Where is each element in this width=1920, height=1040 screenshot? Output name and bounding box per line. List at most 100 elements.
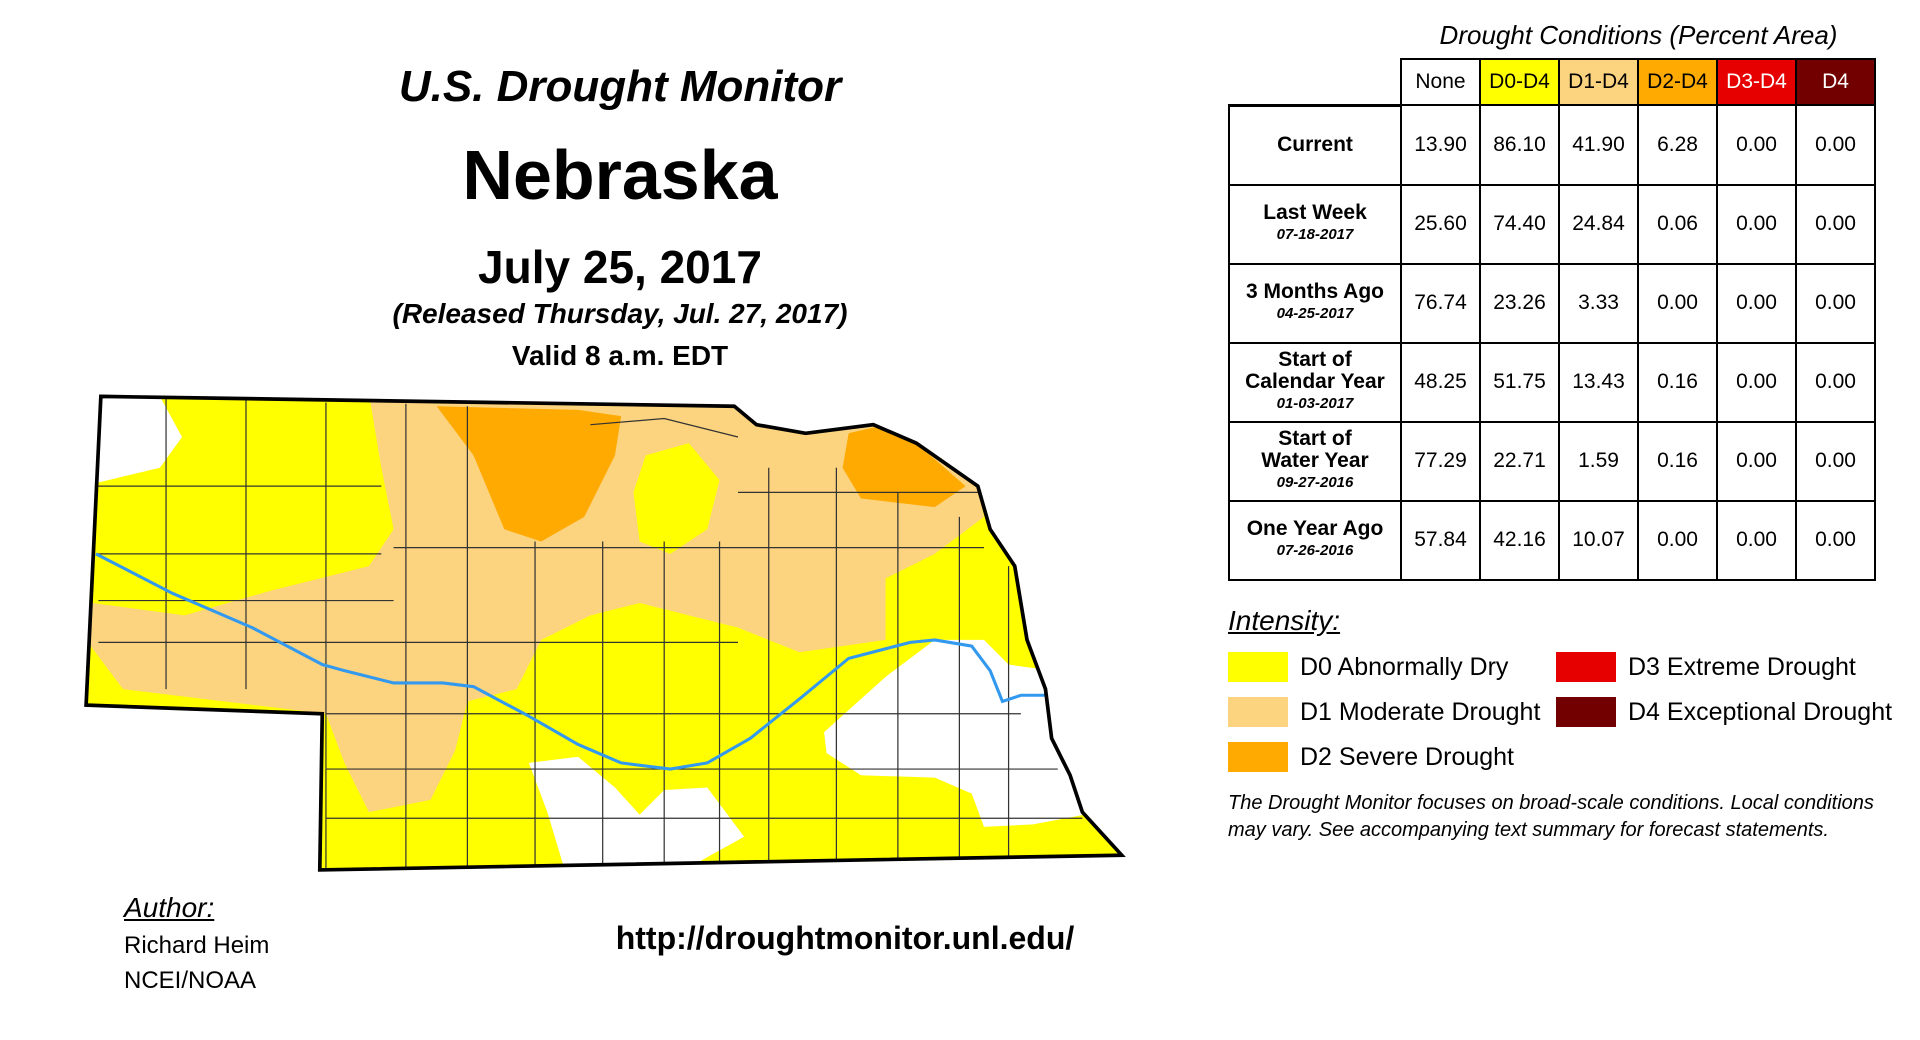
table-cell: 10.07 xyxy=(1558,499,1639,581)
none-region-northwest xyxy=(98,396,183,483)
column-header: None xyxy=(1400,58,1481,106)
d2-region-northeast xyxy=(842,424,966,508)
legend-item-d4: D4 Exceptional Drought xyxy=(1556,697,1892,727)
table-row: One Year Ago 07-26-2016 57.84 42.16 10.07 0.0… xyxy=(1228,499,1876,581)
state-name: Nebraska xyxy=(462,136,778,214)
table-row: Start of Water Year 09-27-2016 77.29 22.71 1.… xyxy=(1228,420,1876,502)
d1-swatch xyxy=(1228,697,1288,727)
d2-swatch xyxy=(1228,742,1288,772)
row-label-text: 3 Months Ago xyxy=(1245,280,1385,303)
table-cell: 13.90 xyxy=(1400,104,1481,186)
legend-label: D3 Extreme Drought xyxy=(1628,652,1856,681)
table-cell: 0.00 xyxy=(1637,499,1718,581)
legend-item-d2: D2 Severe Drought xyxy=(1228,742,1514,772)
column-header: D4 xyxy=(1795,58,1876,106)
row-label: Start of Water Year 09-27-2016 xyxy=(1228,420,1402,502)
map-title: U.S. Drought Monitor xyxy=(398,62,842,111)
row-label: Current xyxy=(1228,104,1402,186)
table-cell: 0.06 xyxy=(1637,183,1718,265)
row-label-text: Start of xyxy=(1278,348,1352,371)
legend-label: D0 Abnormally Dry xyxy=(1300,652,1509,681)
table-cell: 0.00 xyxy=(1716,420,1797,502)
column-header: D3-D4 xyxy=(1716,58,1797,106)
table-cell: 0.00 xyxy=(1716,499,1797,581)
row-date: 07-26-2016 xyxy=(1276,542,1354,559)
table-cell: 3.33 xyxy=(1558,262,1639,344)
author-org: NCEI/NOAA xyxy=(124,967,257,994)
row-label: Start of Calendar Year 01-03-2017 xyxy=(1228,341,1402,423)
author-name: Richard Heim xyxy=(124,932,270,959)
d3-swatch xyxy=(1556,652,1616,682)
row-label-text: Calendar Year xyxy=(1245,370,1385,393)
table-cell: 22.71 xyxy=(1479,420,1560,502)
table-cell: 0.16 xyxy=(1637,341,1718,423)
table-cell: 1.59 xyxy=(1558,420,1639,502)
legend-label: D2 Severe Drought xyxy=(1300,742,1515,771)
table-cell: 0.00 xyxy=(1795,420,1876,502)
table-cell: 74.40 xyxy=(1479,183,1560,265)
table-cell: 13.43 xyxy=(1558,341,1639,423)
column-header: D1-D4 xyxy=(1558,58,1639,106)
map-date: July 25, 2017 xyxy=(478,241,762,293)
table-title: Drought Conditions (Percent Area) xyxy=(1439,20,1838,50)
legend-label: D4 Exceptional Drought xyxy=(1628,697,1893,726)
none-region-southeast xyxy=(824,639,1085,827)
table-cell: 41.90 xyxy=(1558,104,1639,186)
table-cell: 6.28 xyxy=(1637,104,1718,186)
legend-title: Intensity: xyxy=(1228,605,1341,636)
table-cell: 25.60 xyxy=(1400,183,1481,265)
table-cell: 0.00 xyxy=(1716,262,1797,344)
drought-conditions-table: None D0-D4 D1-D4 D2-D4 D3-D4 D4 Current 13.90 86… xyxy=(1228,58,1876,581)
column-header: D0-D4 xyxy=(1479,58,1560,106)
table-row: Start of Calendar Year 01-03-2017 48.25 51.7… xyxy=(1228,341,1876,423)
d0-swatch xyxy=(1228,652,1288,682)
d4-swatch xyxy=(1556,697,1616,727)
website-link[interactable]: http://droughtmonitor.unl.edu/ xyxy=(615,920,1075,956)
table-cell: 23.26 xyxy=(1479,262,1560,344)
row-label-text: Last Week xyxy=(1263,201,1367,224)
table-row: Last Week 07-18-2017 25.60 74.40 24.84 0.06 0.… xyxy=(1228,183,1876,265)
author-heading: Author: xyxy=(124,892,215,923)
table-cell: 0.16 xyxy=(1637,420,1718,502)
platte-river xyxy=(95,552,1046,771)
column-header: D2-D4 xyxy=(1637,58,1718,106)
release-date: (Released Thursday, Jul. 27, 2017) xyxy=(392,298,848,329)
disclaimer-note: The Drought Monitor focuses on broad-sca… xyxy=(1228,792,1874,841)
table-cell: 77.29 xyxy=(1400,420,1481,502)
none-region-south xyxy=(528,756,745,870)
table-cell: 0.00 xyxy=(1795,341,1876,423)
legend-item-d0: D0 Abnormally Dry xyxy=(1228,652,1508,682)
row-date: 09-27-2016 xyxy=(1276,474,1354,491)
table-cell: 0.00 xyxy=(1716,183,1797,265)
d0-patch xyxy=(633,443,720,554)
table-cell: 51.75 xyxy=(1479,341,1560,423)
table-cell: 76.74 xyxy=(1400,262,1481,344)
table-cell: 0.00 xyxy=(1795,262,1876,344)
row-date: 01-03-2017 xyxy=(1276,395,1354,412)
row-label-text: Current xyxy=(1277,133,1353,156)
table-cell: 0.00 xyxy=(1795,104,1876,186)
legend-item-d3: D3 Extreme Drought xyxy=(1556,652,1856,682)
row-label: Last Week 07-18-2017 xyxy=(1228,183,1402,265)
valid-time: Valid 8 a.m. EDT xyxy=(511,340,729,371)
table-cell: 0.00 xyxy=(1637,262,1718,344)
table-cell: 0.00 xyxy=(1795,499,1876,581)
row-label: 3 Months Ago 04-25-2017 xyxy=(1228,262,1402,344)
d2-region-north xyxy=(436,406,622,542)
table-row: 3 Months Ago 04-25-2017 76.74 23.26 3.33 0.00… xyxy=(1228,262,1876,344)
legend-item-d1: D1 Moderate Drought xyxy=(1228,697,1540,727)
table-cell: 0.00 xyxy=(1716,104,1797,186)
table-cell: 0.00 xyxy=(1795,183,1876,265)
table-cell: 0.00 xyxy=(1716,341,1797,423)
row-date: 04-25-2017 xyxy=(1276,305,1354,322)
row-label: One Year Ago 07-26-2016 xyxy=(1228,499,1402,581)
state-outline xyxy=(84,394,1126,872)
row-label-text: One Year Ago xyxy=(1246,517,1384,540)
table-row: Current 13.90 86.10 41.90 6.28 0.00 0.00 xyxy=(1228,104,1876,186)
row-label-text: Start of xyxy=(1278,427,1352,450)
table-corner xyxy=(1229,59,1401,107)
table-cell: 57.84 xyxy=(1400,499,1481,581)
table-cell: 24.84 xyxy=(1558,183,1639,265)
row-date: 07-18-2017 xyxy=(1276,226,1354,243)
